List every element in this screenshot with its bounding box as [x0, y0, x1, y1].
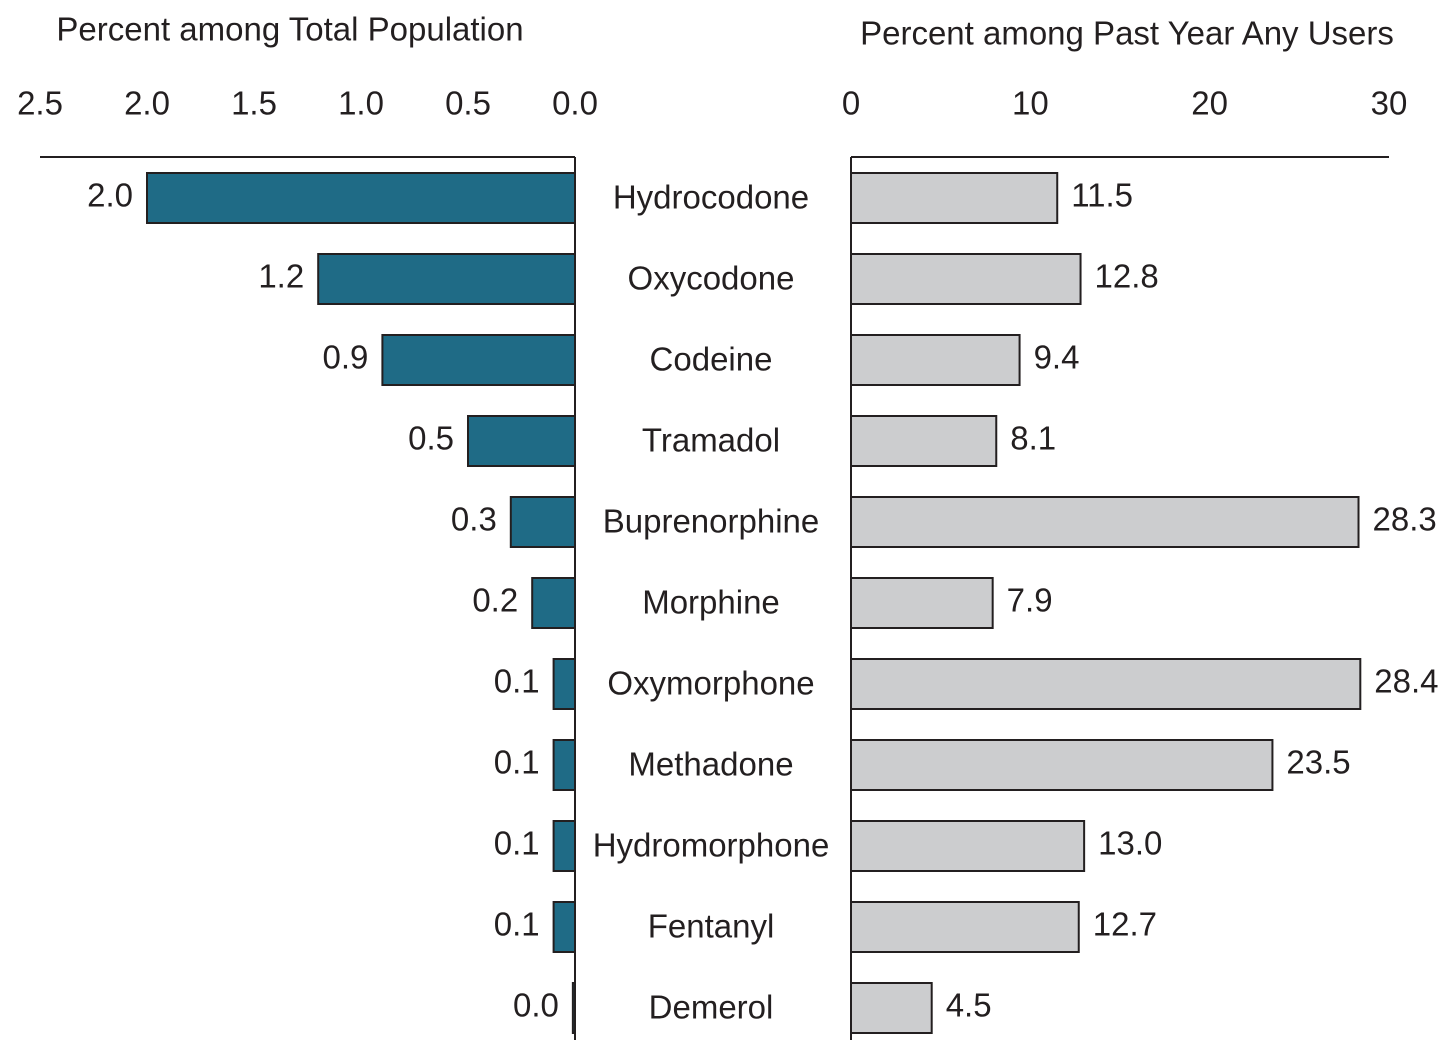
bar [850, 658, 1362, 710]
category-label: Codeine [650, 341, 773, 378]
data-label: 12.7 [1093, 906, 1157, 943]
data-label: 0.1 [494, 906, 540, 943]
bar [509, 496, 576, 548]
bar [850, 901, 1080, 953]
bar [850, 820, 1086, 872]
x-tick-label: 30 [1371, 85, 1408, 122]
x-tick-label: 1.0 [338, 85, 384, 122]
data-label: 0.9 [323, 339, 369, 376]
x-tick-label: 0.0 [552, 85, 598, 122]
bar [850, 496, 1360, 548]
data-label: 28.3 [1373, 501, 1437, 538]
bar [850, 577, 994, 629]
data-label: 0.3 [451, 501, 497, 538]
data-label: 0.1 [494, 663, 540, 700]
data-label: 2.0 [87, 177, 133, 214]
data-label: 8.1 [1010, 420, 1056, 457]
data-label: 11.5 [1071, 177, 1133, 214]
category-label: Methadone [628, 746, 793, 783]
bar [850, 982, 933, 1034]
bar [850, 253, 1082, 305]
x-tick-label: 2.0 [124, 85, 170, 122]
data-label: 0.5 [408, 420, 454, 457]
category-label: Fentanyl [648, 908, 775, 945]
x-tick-label: 10 [1012, 85, 1049, 122]
category-label: Demerol [649, 989, 774, 1026]
bar [850, 334, 1021, 386]
axis-title: Percent among Total Population [56, 11, 523, 48]
x-tick-label: 0.5 [445, 85, 491, 122]
data-label: 0.1 [494, 825, 540, 862]
x-tick-label: 20 [1191, 85, 1228, 122]
category-label: Oxycodone [628, 260, 795, 297]
x-tick-label: 2.5 [17, 85, 63, 122]
bar [467, 415, 576, 467]
bar [552, 901, 576, 953]
bar [317, 253, 576, 305]
data-label: 0.0 [513, 987, 559, 1024]
data-label: 28.4 [1374, 663, 1438, 700]
data-label: 4.5 [946, 987, 992, 1024]
category-label: Hydrocodone [613, 179, 809, 216]
axis-title: Percent among Past Year Any Users [860, 15, 1394, 52]
category-label: Oxymorphone [607, 665, 814, 702]
data-label: 23.5 [1286, 744, 1350, 781]
bar [850, 172, 1059, 224]
bar [552, 658, 576, 710]
bar [850, 739, 1274, 791]
data-label: 7.9 [1007, 582, 1053, 619]
bar [381, 334, 576, 386]
category-label: Buprenorphine [603, 503, 820, 540]
data-label: 0.2 [472, 582, 518, 619]
data-label: 1.2 [258, 258, 304, 295]
bar [571, 982, 576, 1034]
bar [531, 577, 577, 629]
category-label: Hydromorphone [593, 827, 830, 864]
category-label: Tramadol [642, 422, 780, 459]
data-label: 13.0 [1098, 825, 1162, 862]
data-label: 0.1 [494, 744, 540, 781]
bar [552, 820, 576, 872]
category-label: Morphine [642, 584, 780, 621]
bar [552, 739, 576, 791]
x-tick-label: 1.5 [231, 85, 277, 122]
data-label: 12.8 [1095, 258, 1159, 295]
bar [146, 172, 576, 224]
bar [850, 415, 998, 467]
x-tick-label: 0 [842, 85, 860, 122]
data-label: 9.4 [1034, 339, 1080, 376]
